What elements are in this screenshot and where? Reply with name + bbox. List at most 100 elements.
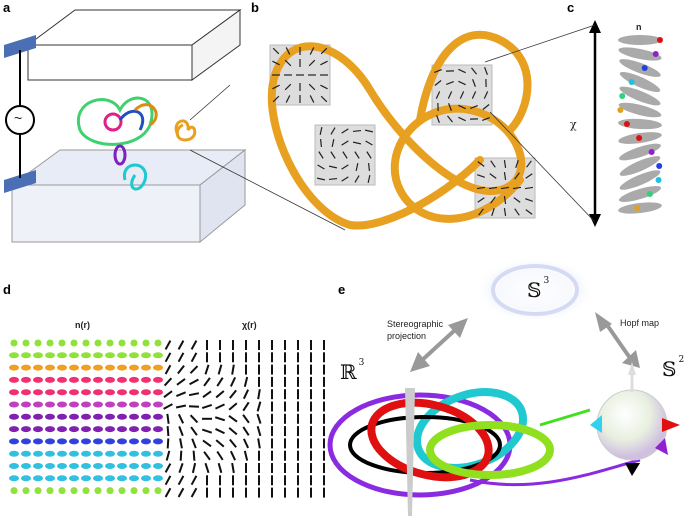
n-field-arrow [33,352,43,359]
n-field-arrow [33,364,43,371]
n-field-arrow [45,352,55,359]
double-arrow [202,439,212,448]
n-field-arrow [129,450,139,457]
director-tip [623,121,630,127]
n-field-dot [10,339,18,347]
double-arrow [477,197,485,203]
n-field-arrow [45,413,55,420]
director-tip [634,205,641,211]
double-arrow [525,173,533,179]
panel-e-hopf [327,257,680,516]
n-field-dot [58,339,66,347]
double-arrow [229,376,237,387]
n-field-arrow [57,352,67,359]
double-arrow [177,413,185,424]
double-arrow [446,81,454,85]
n-field-arrow [21,376,31,383]
n-field-arrow [153,438,163,445]
double-arrow [478,208,484,216]
n-field-dot [70,339,78,347]
n-field-arrow [69,389,79,396]
n-field-arrow [81,463,91,469]
double-arrow [320,84,328,90]
director-tip [648,149,655,155]
n-field-arrow [21,463,31,469]
double-arrow [242,426,250,436]
double-arrow [179,438,183,449]
double-arrow [471,91,477,99]
double-arrow [188,392,200,397]
n-field-arrow [57,401,67,408]
panel-d-n-field [9,339,163,495]
double-arrow [513,197,521,203]
double-arrow [228,415,238,423]
n-field-arrow [69,463,79,469]
director-ellipsoid [619,86,661,106]
n-field-arrow [81,352,91,359]
double-arrow [163,403,173,410]
double-arrow [525,198,533,202]
n-field-dot [142,487,150,495]
double-arrow [458,116,466,122]
double-arrow [256,401,262,412]
n-field-arrow [105,389,115,396]
double-arrow [447,115,453,123]
n-field-arrow [141,352,151,359]
n-field-arrow [81,438,91,445]
n-field-arrow [105,364,115,371]
n-field-dot [82,487,90,495]
double-arrow [216,377,224,387]
double-arrow [524,186,534,190]
director-tip [655,177,662,183]
n-field-arrow [9,438,19,445]
n-field-arrow [141,389,151,396]
double-arrow [458,68,466,74]
n-field-arrow [81,401,91,408]
n-field-arrow [129,413,139,420]
double-arrow [215,403,225,410]
double-arrow [177,352,185,363]
double-arrow [284,83,292,91]
double-arrow [242,389,250,400]
n-field-arrow [141,376,151,383]
n-field-arrow [129,389,139,396]
double-arrow [285,47,291,55]
double-arrow [192,450,196,461]
director-tip [656,163,663,169]
double-arrow [177,487,185,498]
director-ellipsoid [619,156,661,176]
n-field-arrow [21,401,31,408]
double-arrow [190,352,198,363]
director-ellipsoid [618,47,662,61]
n-field-arrow [69,413,79,420]
n-field-arrow [81,389,91,396]
double-arrow [272,60,280,66]
n-field-arrow [21,389,31,396]
double-arrow [472,79,476,87]
n-field-arrow [117,364,127,371]
director-tip [646,191,653,197]
n-field-arrow [69,352,79,359]
double-arrow [515,160,519,168]
n-field-arrow [129,401,139,408]
n-field-arrow [33,450,43,457]
n-field-arrow [45,426,55,433]
n-field-dot [10,487,18,495]
n-field-arrow [129,352,139,359]
double-arrow [242,414,250,424]
double-arrow [316,177,326,181]
double-arrow [320,60,328,66]
n-field-arrow [45,376,55,383]
hopf-map-label: Hopf map [620,318,660,328]
n-field-arrow [45,475,55,482]
double-arrow [164,340,172,350]
double-arrow [367,162,371,172]
double-arrow [164,487,172,498]
double-arrow [229,389,237,399]
double-arrow [191,438,197,449]
double-arrow [490,196,496,204]
double-arrow [164,475,172,486]
n-field-arrow [93,475,103,482]
